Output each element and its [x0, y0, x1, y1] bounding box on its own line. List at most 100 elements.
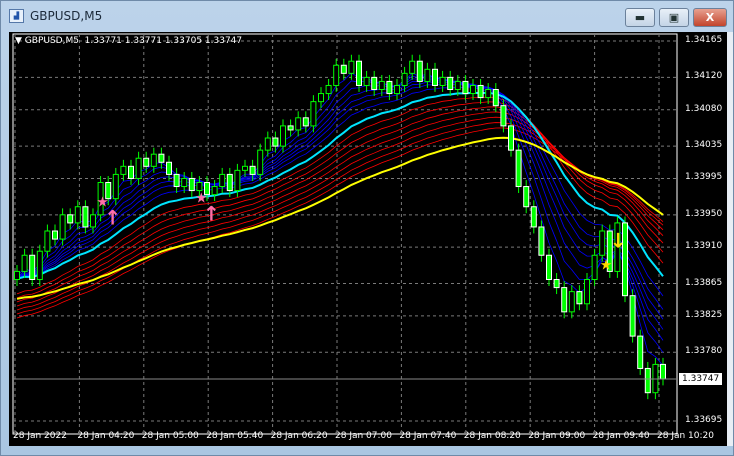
- candle-body: [82, 206, 89, 228]
- time-tick: 28 Jan 2022: [13, 431, 67, 441]
- sell-arrow-icon: ↓: [610, 228, 627, 252]
- candle-body: [584, 279, 590, 305]
- candle-body: [538, 226, 545, 256]
- dropdown-triangle-icon[interactable]: ▼: [15, 36, 25, 46]
- candle-body: [44, 230, 51, 252]
- candle-body: [188, 177, 195, 192]
- sell-star-icon: ★: [600, 257, 613, 273]
- candle-body: [97, 181, 104, 216]
- candle-body: [401, 72, 408, 86]
- candle-body: [424, 68, 431, 82]
- fast-ma-line: [16, 78, 664, 330]
- candle-body: [340, 64, 347, 74]
- candle-body: [204, 181, 210, 196]
- candle-body: [394, 84, 400, 95]
- candle-body: [242, 165, 248, 171]
- candle-body: [333, 64, 340, 86]
- candle-body: [386, 80, 393, 95]
- price-chart[interactable]: ★ ↑ ★ ↑ ★ ↓ ▼ GBPUSD,M5 1.33771 1.33771 1.337…: [9, 32, 727, 446]
- time-tick: 28 Jan 08:20: [463, 431, 521, 441]
- price-tick: 1.34120: [685, 71, 723, 82]
- candle-body: [644, 367, 651, 394]
- fast-ma-line: [16, 76, 664, 341]
- candle-body: [561, 287, 568, 313]
- chart-window-icon: ▟: [9, 9, 24, 23]
- time-tick: 28 Jan 09:00: [528, 431, 586, 441]
- candle-body: [173, 173, 180, 188]
- candle-body: [67, 214, 74, 224]
- candle-body: [120, 165, 127, 175]
- candle-body: [226, 173, 233, 192]
- candle-body: [629, 295, 636, 337]
- candle-body: [272, 137, 279, 147]
- time-tick: 28 Jan 10:20: [657, 431, 714, 441]
- candle-body: [553, 279, 560, 289]
- slow-ma-line: [16, 111, 664, 307]
- candle-body: [637, 335, 644, 369]
- candle-body: [302, 117, 309, 127]
- candle-body: [295, 117, 302, 131]
- candle-body: [432, 68, 438, 86]
- candle-body: [128, 165, 134, 179]
- candle-body: [439, 76, 446, 86]
- minimize-button[interactable]: ▬: [625, 8, 655, 27]
- candle-body: [462, 80, 469, 95]
- candle-body: [287, 125, 294, 131]
- current-price-label: 1.33747: [679, 372, 723, 385]
- time-tick: 28 Jan 05:40: [206, 431, 264, 441]
- candle-body: [485, 89, 492, 99]
- time-tick: 28 Jan 06:20: [270, 431, 328, 441]
- candle-body: [447, 76, 454, 91]
- candle-body: [52, 230, 58, 240]
- candle-body: [530, 206, 537, 228]
- cyan-ma-line: [16, 91, 664, 280]
- candle-body: [363, 76, 370, 86]
- candle-body: [409, 60, 416, 74]
- slow-ma-line: [16, 116, 664, 311]
- vertical-scrollbar[interactable]: [727, 32, 733, 446]
- title-bar[interactable]: ▟ GBPUSD,M5 ▬ ▣ X: [1, 1, 733, 31]
- price-tick: 1.33995: [685, 172, 723, 183]
- fast-ma-line: [16, 81, 664, 320]
- buy-arrow-icon: ↑: [203, 202, 220, 226]
- candle-body: [356, 60, 362, 86]
- candle-body: [515, 149, 522, 188]
- candle-body: [112, 173, 119, 200]
- candle-body: [325, 84, 332, 95]
- candle-body: [166, 161, 172, 175]
- candle-body: [36, 250, 43, 281]
- close-button[interactable]: X: [693, 8, 727, 27]
- candle-body: [310, 101, 317, 127]
- fast-ma-line: [16, 86, 664, 297]
- candle-body: [614, 222, 621, 272]
- price-tick: 1.33695: [685, 415, 723, 425]
- candle-body: [219, 173, 226, 188]
- chart-canvas: ★↑★↑★↓: [12, 33, 678, 435]
- symbol-quote: GBPUSD,M5 1.33771 1.33771 1.33705 1.3374…: [24, 36, 243, 46]
- candle-body: [568, 291, 575, 313]
- candle-body: [492, 89, 499, 107]
- chart-info-line: ▼ GBPUSD,M5 1.33771 1.33771 1.33705 1.33…: [15, 36, 242, 46]
- maximize-button[interactable]: ▣: [659, 8, 689, 27]
- candle-body: [14, 270, 20, 281]
- fast-ma-line: [16, 72, 664, 366]
- candle-body: [90, 214, 96, 228]
- candle-body: [158, 153, 165, 163]
- candle-body: [257, 149, 264, 175]
- yellow-ma-line: [16, 136, 664, 300]
- buy-star-icon: ★: [96, 195, 109, 211]
- candle-body: [181, 177, 188, 188]
- candle-body: [546, 254, 552, 281]
- candle-body: [591, 254, 598, 281]
- candle-body: [318, 93, 324, 103]
- candle-body: [576, 291, 583, 305]
- time-tick: 28 Jan 09:40: [592, 431, 650, 441]
- candle-body: [29, 254, 36, 281]
- price-tick: 1.33825: [685, 309, 723, 320]
- price-tick: 1.33950: [685, 208, 723, 219]
- candle-body: [21, 254, 28, 272]
- fast-ma-line: [16, 83, 664, 310]
- candle-body: [150, 153, 157, 167]
- time-tick: 28 Jan 07:00: [335, 431, 392, 441]
